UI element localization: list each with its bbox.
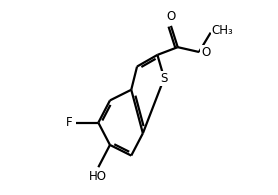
Text: F: F xyxy=(66,116,72,129)
Text: S: S xyxy=(160,72,168,85)
Text: CH₃: CH₃ xyxy=(212,24,233,37)
Text: O: O xyxy=(201,45,210,58)
Text: O: O xyxy=(166,10,176,23)
Text: HO: HO xyxy=(89,170,107,183)
